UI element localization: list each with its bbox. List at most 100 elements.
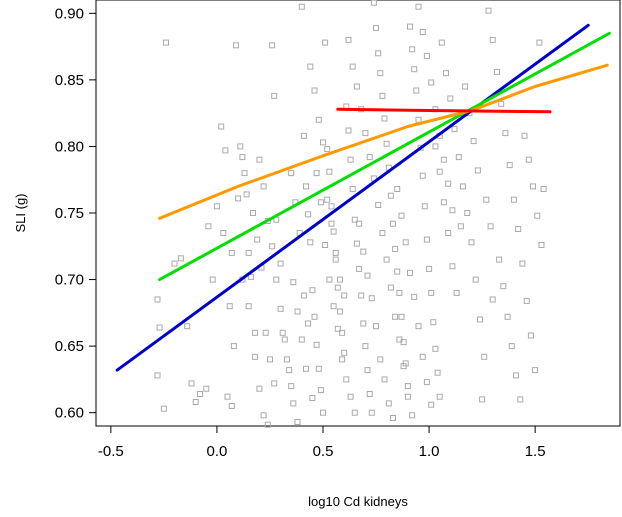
data-point [457, 223, 464, 230]
y-tick-label: 0.85 [55, 72, 84, 89]
data-point [423, 52, 430, 59]
data-point [192, 399, 199, 405]
data-point [324, 146, 331, 153]
data-point [330, 228, 337, 235]
data-point [387, 284, 394, 291]
data-point [373, 323, 379, 330]
data-point [254, 236, 261, 243]
data-point [294, 419, 301, 425]
data-point [366, 154, 373, 161]
data-point [370, 0, 377, 6]
data-point [472, 276, 479, 283]
data-point [237, 143, 244, 150]
data-point [364, 367, 371, 374]
data-point [523, 297, 530, 304]
data-point [222, 147, 229, 154]
y-tick-label: 0.60 [55, 405, 84, 422]
data-point [286, 367, 293, 374]
data-point [381, 115, 388, 122]
data-point [379, 230, 386, 236]
data-point [419, 353, 426, 360]
data-point [317, 199, 324, 206]
data-point [271, 380, 278, 387]
data-point [303, 183, 309, 190]
data-point [341, 292, 348, 299]
data-point [228, 403, 235, 409]
data-point [269, 42, 276, 49]
data-point [383, 140, 390, 147]
data-point [411, 66, 418, 73]
data-point [288, 383, 295, 390]
data-point [462, 83, 469, 90]
data-point [470, 138, 477, 145]
data-point [339, 329, 346, 336]
data-point [445, 180, 452, 187]
data-point [213, 203, 220, 210]
data-point [298, 336, 305, 343]
data-point [269, 243, 276, 250]
data-point [538, 242, 545, 248]
data-point [224, 393, 231, 400]
data-point [502, 130, 509, 137]
data-point [373, 25, 379, 31]
data-point [519, 260, 526, 267]
data-point [440, 156, 447, 163]
y-tick-label: 0.75 [55, 205, 84, 222]
data-point [277, 260, 284, 267]
data-point [415, 116, 422, 123]
data-point [356, 265, 363, 272]
y-tick-label: 0.90 [55, 5, 84, 22]
y-axis: 0.60 0.65 0.70 0.75 0.80 0.85 0.90 [55, 5, 96, 422]
data-point [430, 319, 437, 326]
data-point [197, 391, 203, 397]
y-tick-label: 0.80 [55, 138, 84, 155]
data-point [277, 305, 284, 312]
x-tick-label: 0.5 [313, 443, 334, 460]
data-point [260, 183, 267, 190]
x-axis-title: log10 Cd kidneys [308, 494, 408, 509]
data-point [413, 87, 420, 94]
data-point [428, 79, 435, 86]
fit-line-2 [158, 31, 611, 282]
data-point [536, 39, 543, 46]
data-point [252, 353, 259, 360]
data-point [368, 409, 375, 416]
data-point [334, 284, 341, 291]
data-point [324, 196, 331, 203]
data-point [432, 345, 439, 352]
data-point [326, 168, 333, 175]
data-point [428, 289, 435, 296]
data-point [390, 220, 396, 227]
data-point [440, 199, 447, 206]
fit-line-3 [158, 63, 609, 220]
data-point [530, 183, 536, 190]
data-point [209, 276, 216, 283]
data-point [383, 256, 390, 263]
data-point [279, 329, 286, 336]
data-point [218, 123, 225, 130]
data-point [415, 323, 422, 330]
data-point [404, 383, 411, 390]
data-point [313, 341, 320, 348]
data-point [339, 356, 346, 363]
data-point [252, 329, 259, 336]
data-point [438, 39, 445, 46]
data-point [381, 376, 388, 383]
data-point [326, 276, 333, 283]
data-point [315, 365, 322, 372]
data-point [379, 92, 386, 99]
data-point [288, 170, 295, 177]
data-point [449, 207, 456, 214]
data-point [515, 226, 522, 232]
data-point [290, 400, 297, 407]
data-point [245, 249, 252, 256]
data-point [247, 273, 254, 280]
data-point [362, 343, 369, 350]
data-point [311, 313, 318, 320]
data-point [315, 116, 322, 123]
data-point [235, 195, 242, 202]
x-tick-label: -0.5 [98, 443, 124, 460]
data-point [455, 154, 462, 161]
data-point [525, 156, 532, 163]
fit-line-1 [115, 23, 590, 372]
